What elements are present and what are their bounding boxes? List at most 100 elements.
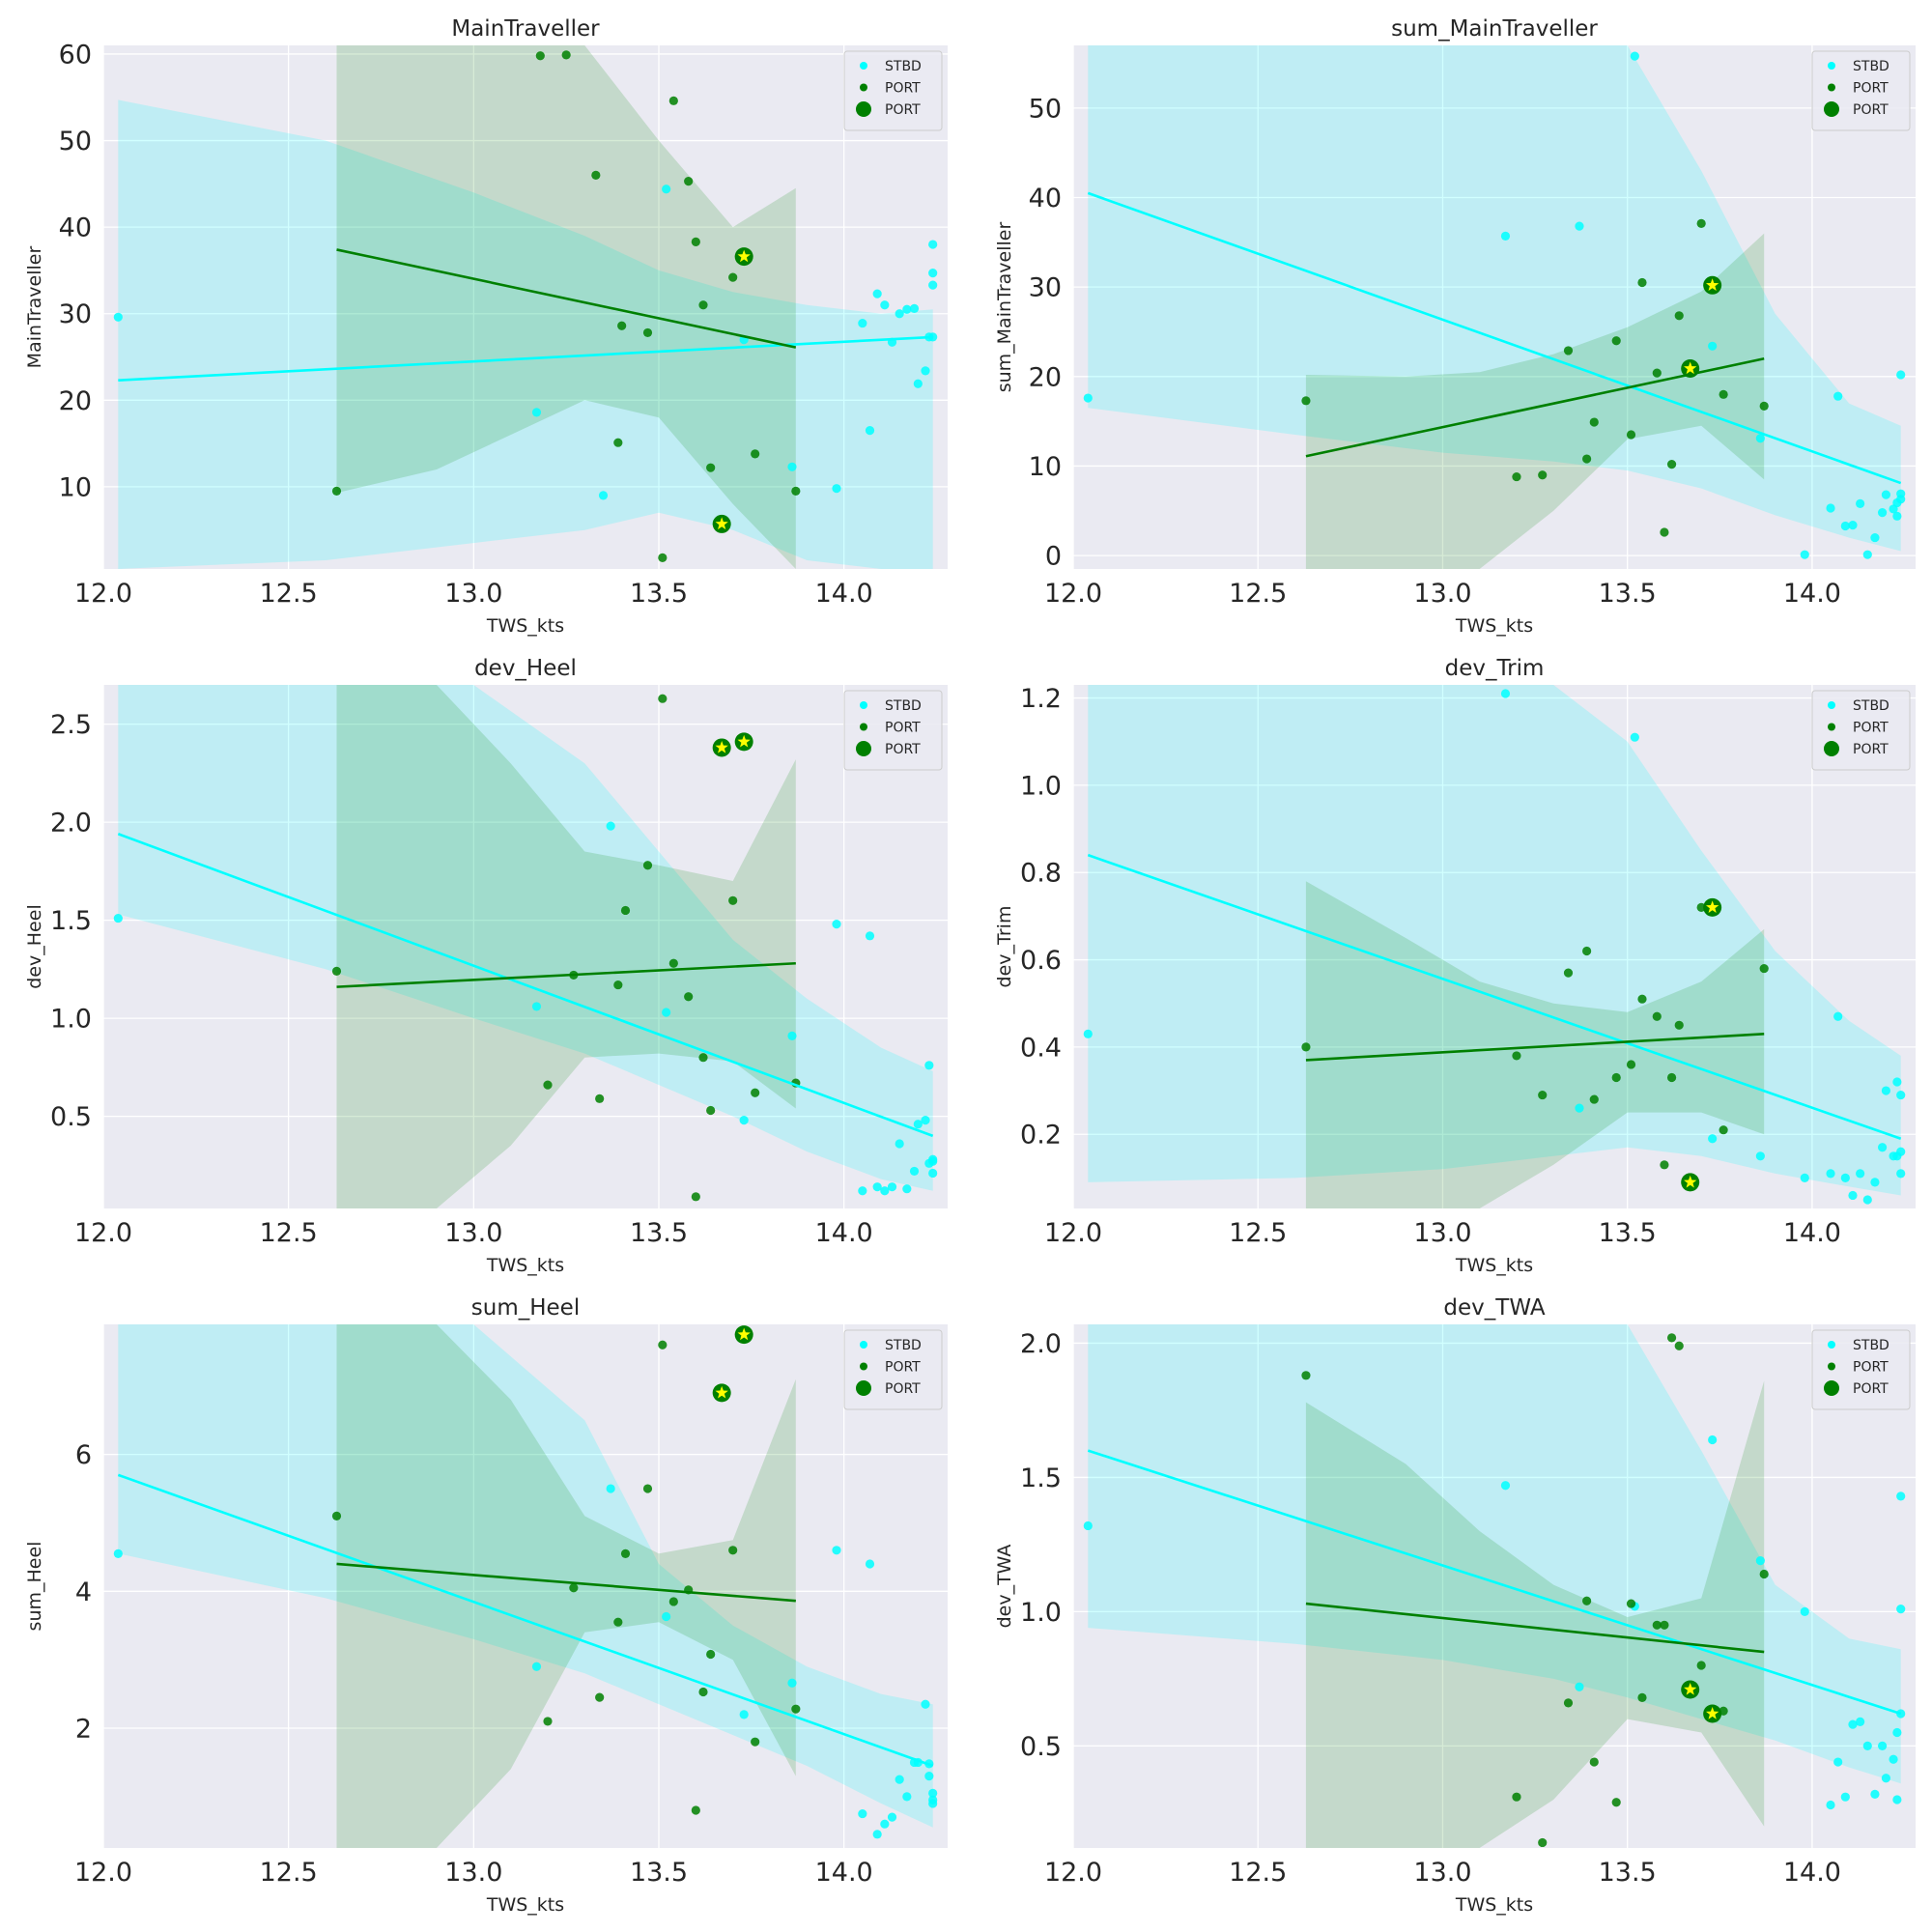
stbd-point xyxy=(928,269,938,278)
stbd-point xyxy=(531,1002,542,1011)
port-point xyxy=(698,1687,708,1697)
y-tick-label: 0.4 xyxy=(1020,1033,1062,1063)
port-point xyxy=(684,992,694,1002)
y-tick-label: 60 xyxy=(59,40,92,70)
x-tick-label: 13.5 xyxy=(1599,1218,1657,1248)
plot-content xyxy=(113,45,938,569)
legend-label: PORT xyxy=(1853,102,1889,118)
legend-marker xyxy=(1828,723,1835,731)
y-tick-label: 1.5 xyxy=(50,906,92,936)
x-tick-label: 13.5 xyxy=(1599,579,1657,609)
port-point xyxy=(1563,968,1574,978)
stbd-confidence-band xyxy=(1088,45,1901,552)
y-tick-label: 0.8 xyxy=(1020,859,1062,889)
highlight-marker xyxy=(712,1383,731,1403)
stbd-point xyxy=(1892,511,1902,521)
legend: STBD PORT PORT xyxy=(843,50,943,131)
legend-label: PORT xyxy=(1853,742,1889,757)
stbd-point xyxy=(1575,221,1584,231)
stbd-point xyxy=(1755,1151,1765,1161)
stbd-point xyxy=(921,366,930,376)
port-point xyxy=(561,50,571,60)
legend-marker xyxy=(1828,83,1835,92)
legend: STBD PORT PORT xyxy=(1811,50,1911,131)
highlight-marker xyxy=(1703,897,1722,917)
stbd-point xyxy=(872,289,882,298)
stbd-confidence-band xyxy=(118,1324,933,1828)
port-point xyxy=(698,1053,708,1063)
legend-label: STBD xyxy=(885,59,922,74)
stbd-point xyxy=(1896,1169,1906,1179)
legend-label: PORT xyxy=(1853,721,1889,736)
stbd-point xyxy=(1862,1195,1872,1205)
plot-content xyxy=(1083,1324,1906,1848)
y-tick-label: 40 xyxy=(59,213,92,243)
y-tick-label: 20 xyxy=(1029,362,1062,392)
legend: STBD PORT PORT xyxy=(843,690,943,771)
y-tick-label: 2 xyxy=(75,1715,92,1745)
port-point xyxy=(569,1583,579,1593)
stbd-point xyxy=(880,1186,890,1196)
x-tick-label: 13.0 xyxy=(444,1858,502,1888)
port-regression-line xyxy=(1305,1602,1765,1654)
port-point xyxy=(1582,946,1592,956)
port-point xyxy=(1660,1620,1669,1630)
port-point xyxy=(1582,454,1592,464)
star-icon xyxy=(1705,278,1719,291)
stbd-point xyxy=(909,303,920,313)
legend-marker xyxy=(860,62,867,70)
port-point xyxy=(706,1105,716,1116)
port-point xyxy=(706,463,716,472)
port-point xyxy=(1719,1125,1728,1135)
stbd-point xyxy=(1856,1169,1865,1179)
y-tick-label: 2.0 xyxy=(50,809,92,838)
y-tick-label: 0.6 xyxy=(1020,946,1062,976)
stbd-point xyxy=(887,1182,897,1192)
stbd-point xyxy=(928,1156,938,1166)
chart-title: dev_Trim xyxy=(1445,656,1545,681)
y-axis-label: dev_Heel xyxy=(24,904,45,988)
stbd-point xyxy=(921,1699,930,1709)
stbd-point xyxy=(887,1812,897,1822)
y-tick-label: 0.5 xyxy=(50,1102,92,1132)
stbd-point xyxy=(662,1611,671,1622)
plot-content xyxy=(113,1324,938,1848)
x-tick-label: 14.0 xyxy=(1783,1218,1841,1248)
x-tick-label: 12.5 xyxy=(260,579,318,609)
x-tick-label: 14.0 xyxy=(815,1218,873,1248)
x-tick-label: 13.0 xyxy=(1413,579,1471,609)
legend: STBD PORT PORT xyxy=(1811,1329,1911,1410)
y-tick-label: 40 xyxy=(1029,184,1062,213)
port-point xyxy=(1582,1596,1592,1605)
port-point xyxy=(1301,396,1311,406)
port-point xyxy=(595,1692,605,1702)
port-point xyxy=(1652,1620,1662,1630)
stbd-point xyxy=(1856,498,1865,508)
port-point xyxy=(706,1649,716,1660)
legend-marker xyxy=(860,723,867,731)
star-icon xyxy=(715,517,728,530)
stbd-point xyxy=(902,1184,912,1194)
port-point xyxy=(331,1511,342,1520)
y-tick-label: 10 xyxy=(59,472,92,502)
stbd-point xyxy=(1877,1741,1888,1750)
x-tick-label: 12.0 xyxy=(74,1858,132,1888)
x-axis-label: TWS_kts xyxy=(1455,1894,1533,1916)
legend-label: PORT xyxy=(1853,1381,1889,1397)
legend: STBD PORT PORT xyxy=(843,1329,943,1410)
port-point xyxy=(1512,1792,1521,1802)
star-icon xyxy=(715,1385,728,1399)
plot-area xyxy=(1073,685,1916,1208)
stbd-point xyxy=(928,1788,938,1798)
stbd-point xyxy=(1896,1147,1906,1156)
port-point xyxy=(1301,1371,1311,1380)
subplot-maintraveller: 12.0 12.5 13.0 13.5 14.0 10 20 30 40 50 60 MainTrav… xyxy=(24,16,948,637)
stbd-point xyxy=(1083,393,1093,403)
port-point xyxy=(620,905,631,916)
stbd-point xyxy=(1881,490,1891,499)
y-axis-label: dev_Trim xyxy=(994,906,1015,988)
legend-label: STBD xyxy=(1853,59,1889,74)
legend-label: PORT xyxy=(885,1381,921,1397)
stbd-point xyxy=(606,1484,615,1493)
legend-label: PORT xyxy=(885,1360,921,1376)
